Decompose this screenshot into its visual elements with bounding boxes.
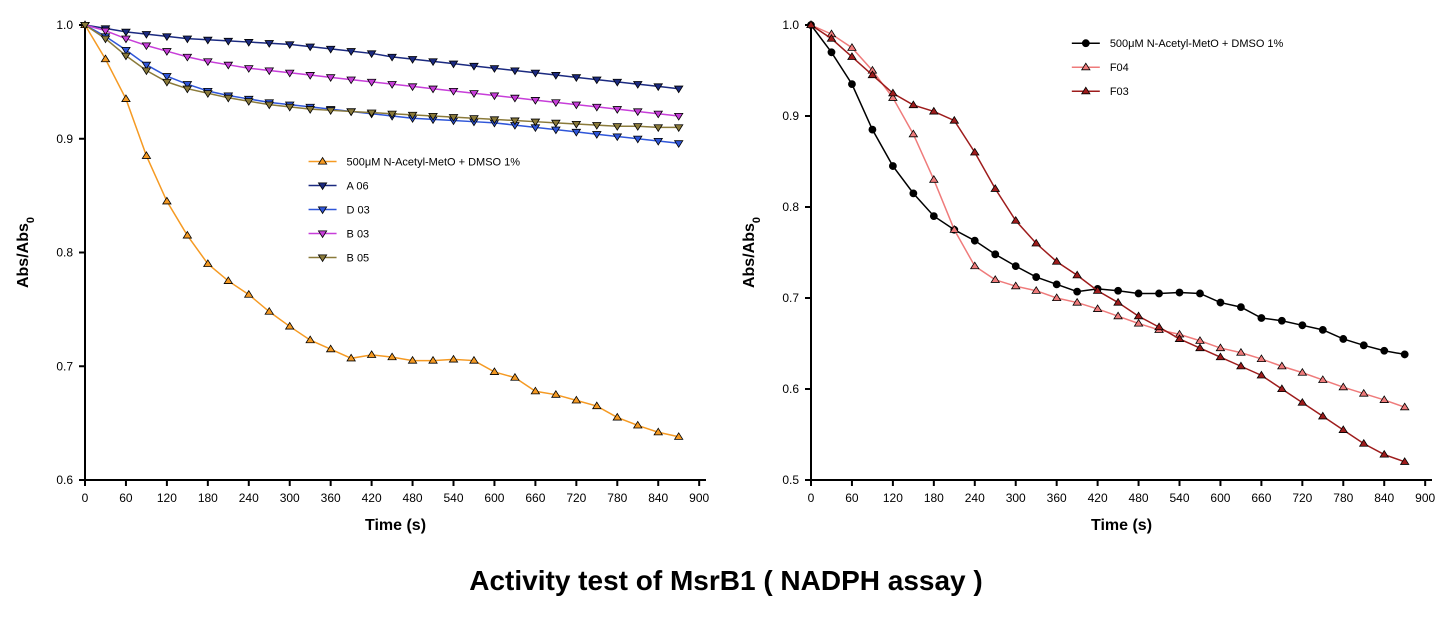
svg-text:540: 540 — [1169, 491, 1189, 505]
svg-text:0.7: 0.7 — [782, 291, 799, 305]
svg-text:780: 780 — [1333, 491, 1353, 505]
svg-text:720: 720 — [566, 491, 586, 505]
svg-text:660: 660 — [525, 491, 545, 505]
svg-text:0.6: 0.6 — [56, 473, 73, 487]
svg-text:1.0: 1.0 — [56, 18, 73, 32]
svg-text:B 03: B 03 — [347, 229, 370, 241]
svg-text:0.5: 0.5 — [782, 473, 799, 487]
svg-text:0.9: 0.9 — [782, 109, 799, 123]
svg-text:0.8: 0.8 — [56, 246, 73, 260]
svg-text:600: 600 — [484, 491, 504, 505]
svg-text:780: 780 — [607, 491, 627, 505]
svg-text:D 03: D 03 — [347, 205, 370, 217]
svg-text:840: 840 — [648, 491, 668, 505]
svg-text:1.0: 1.0 — [782, 18, 799, 32]
svg-text:840: 840 — [1374, 491, 1394, 505]
svg-text:120: 120 — [883, 491, 903, 505]
svg-text:240: 240 — [239, 491, 259, 505]
svg-text:Time (s): Time (s) — [365, 517, 426, 534]
svg-text:420: 420 — [362, 491, 382, 505]
svg-text:720: 720 — [1292, 491, 1312, 505]
svg-text:900: 900 — [1415, 491, 1435, 505]
figure-title-row: Activity test of MsrB1 ( NADPH assay ) — [0, 555, 1452, 597]
svg-text:Abs/Abs0: Abs/Abs0 — [741, 217, 763, 288]
svg-text:60: 60 — [845, 491, 859, 505]
svg-text:120: 120 — [157, 491, 177, 505]
svg-text:300: 300 — [1006, 491, 1026, 505]
svg-text:Abs/Abs0: Abs/Abs0 — [15, 217, 37, 288]
svg-text:360: 360 — [1047, 491, 1067, 505]
svg-text:180: 180 — [924, 491, 944, 505]
svg-text:600: 600 — [1210, 491, 1230, 505]
svg-text:240: 240 — [965, 491, 985, 505]
svg-text:500μM N-Acetyl-MetO + DMSO 1%: 500μM N-Acetyl-MetO + DMSO 1% — [347, 157, 521, 169]
svg-text:660: 660 — [1251, 491, 1271, 505]
right-chart: 0 60 120 180 240 300 360 420 480 540 600 660 720 780 8… — [726, 0, 1452, 555]
svg-text:420: 420 — [1088, 491, 1108, 505]
svg-text:F04: F04 — [1110, 62, 1129, 74]
svg-text:B 05: B 05 — [347, 253, 370, 265]
left-chart: 0 60 120 180 240 300 360 420 480 540 600 660 720 780 8… — [0, 0, 726, 555]
svg-text:60: 60 — [119, 491, 133, 505]
svg-text:300: 300 — [280, 491, 300, 505]
svg-text:0.9: 0.9 — [56, 132, 73, 146]
figure-title: Activity test of MsrB1 ( NADPH assay ) — [469, 565, 982, 596]
svg-text:900: 900 — [689, 491, 709, 505]
svg-text:540: 540 — [443, 491, 463, 505]
svg-text:500μM N-Acetyl-MetO + DMSO 1%: 500μM N-Acetyl-MetO + DMSO 1% — [1110, 38, 1284, 50]
svg-text:480: 480 — [1129, 491, 1149, 505]
svg-text:A 06: A 06 — [347, 181, 369, 193]
svg-text:480: 480 — [403, 491, 423, 505]
svg-text:0: 0 — [82, 491, 89, 505]
svg-text:0.8: 0.8 — [782, 200, 799, 214]
svg-text:360: 360 — [321, 491, 341, 505]
svg-text:0: 0 — [808, 491, 815, 505]
svg-text:0.6: 0.6 — [782, 382, 799, 396]
svg-text:F03: F03 — [1110, 86, 1129, 98]
svg-text:180: 180 — [198, 491, 218, 505]
svg-text:0.7: 0.7 — [56, 359, 73, 373]
svg-text:Time (s): Time (s) — [1091, 517, 1152, 534]
